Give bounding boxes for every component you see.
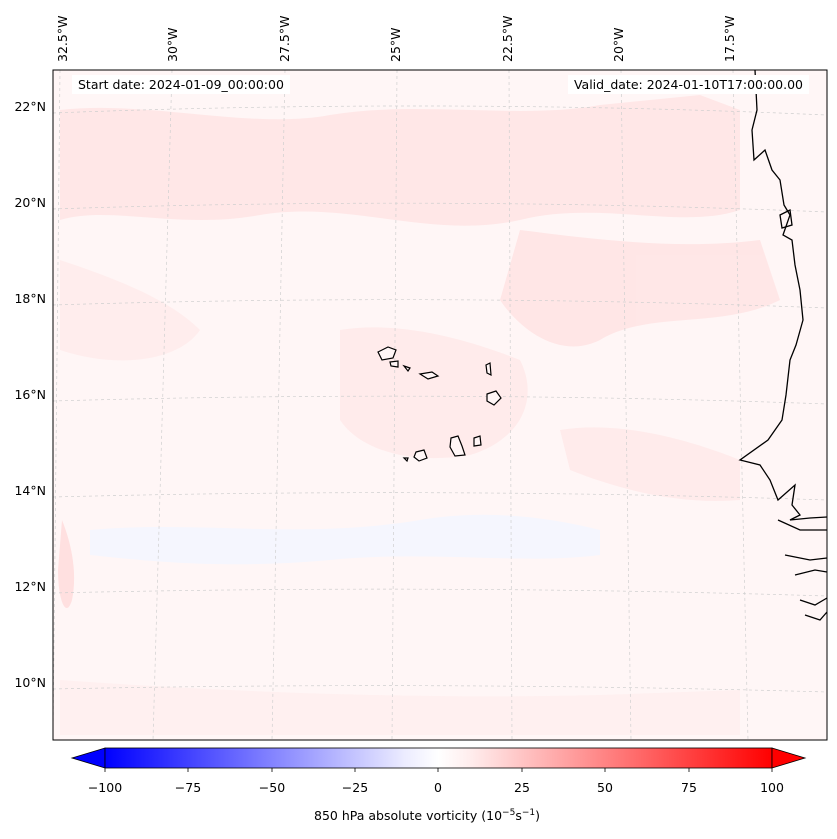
gridlines <box>52 69 828 741</box>
lon-label: 30°W <box>165 27 180 62</box>
lon-label: 32.5°W <box>55 15 70 62</box>
coastline <box>738 69 828 621</box>
islands <box>377 346 502 463</box>
colorbar-tick-label: 50 <box>597 780 613 795</box>
lat-label: 22°N <box>14 99 46 114</box>
lon-label: 17.5°W <box>722 15 737 62</box>
colorbar-ramp <box>104 747 773 769</box>
colorbar-label-text: 850 hPa absolute vorticity (10 <box>314 808 503 824</box>
colorbar <box>70 747 807 772</box>
lon-label: 27.5°W <box>277 15 292 62</box>
colorbar-tick-label: −50 <box>258 780 286 795</box>
map-panel <box>52 69 828 741</box>
colorbar-tick-label: 0 <box>434 780 442 795</box>
colorbar-tick-label: −25 <box>341 780 369 795</box>
lon-label: 22.5°W <box>500 15 515 62</box>
lat-label: 16°N <box>14 387 46 402</box>
lat-label: 10°N <box>14 675 46 690</box>
colorbar-tick-label: 75 <box>681 780 697 795</box>
colorbar-tick-label: −75 <box>174 780 202 795</box>
map-frame <box>52 69 828 741</box>
colorbar-tick-label: 100 <box>760 780 784 795</box>
lat-label: 20°N <box>14 195 46 210</box>
colorbar-min-extend <box>70 747 106 769</box>
lon-label: 20°W <box>611 27 626 62</box>
valid-date-label: Valid_date: 2024-01-10T17:00:00.00 <box>567 75 809 94</box>
lat-label: 18°N <box>14 291 46 306</box>
colorbar-tick-label: 25 <box>514 780 530 795</box>
lat-label: 14°N <box>14 483 46 498</box>
colorbar-max-extend <box>771 747 807 769</box>
colorbar-tick-label: −100 <box>87 780 123 795</box>
lat-label: 12°N <box>14 579 46 594</box>
colorbar-label-exponent: −5 <box>502 808 516 818</box>
colorbar-label: 850 hPa absolute vorticity (10−5s−1) <box>314 808 540 823</box>
colorbar-ticks <box>104 768 773 772</box>
colorbar-label-exponent: −1 <box>521 808 536 818</box>
colorbar-label-unit: s <box>515 808 522 824</box>
start-date-label: Start date: 2024-01-09_00:00:00 <box>72 75 290 94</box>
vorticity-field <box>58 95 780 735</box>
colorbar-label-close: ) <box>535 808 541 824</box>
lon-label: 25°W <box>388 27 403 62</box>
